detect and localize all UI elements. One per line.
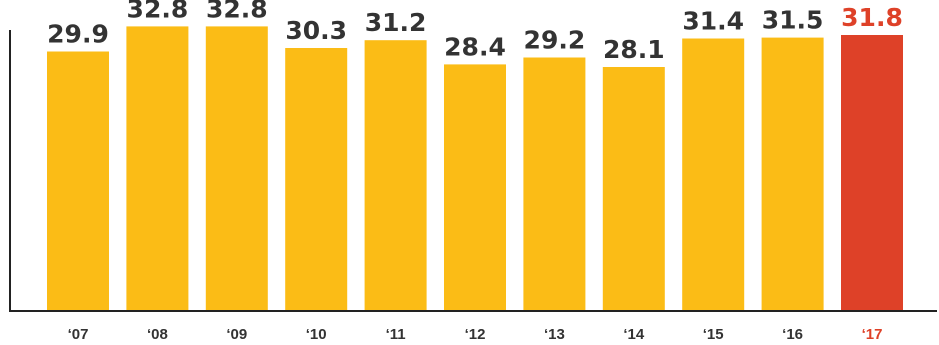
value-label-2: 32.8	[206, 0, 268, 23]
x-tick-label-2: ‘09	[226, 326, 247, 343]
x-tick-label-10: ‘17	[862, 326, 883, 343]
value-label-7: 28.1	[603, 35, 665, 64]
x-tick-label-7: ‘14	[623, 326, 645, 343]
value-labels-group: 29.9 32.8 32.8 30.3 31.2 28.4 29.2 28.1 31.4 31.5…	[47, 0, 903, 64]
x-tick-label-0: ‘07	[68, 326, 89, 343]
bar-5	[444, 64, 506, 311]
x-tick-label-8: ‘15	[703, 326, 724, 343]
value-label-0: 29.9	[47, 20, 109, 49]
bar-0	[47, 51, 109, 310]
bar-3	[285, 48, 348, 310]
value-label-3: 30.3	[285, 16, 347, 45]
x-tick-labels-group: ‘07 ‘08 ‘09 ‘10 ‘11 ‘12 ‘13 ‘14 ‘15 ‘16 ‘17	[68, 326, 883, 343]
value-label-6: 29.2	[524, 26, 586, 55]
bar-6	[523, 57, 586, 310]
value-label-9: 31.5	[762, 6, 824, 35]
bar-10	[841, 35, 903, 310]
x-tick-label-1: ‘08	[147, 326, 168, 343]
value-label-5: 28.4	[444, 32, 506, 61]
bar-7	[602, 67, 665, 310]
bar-2	[205, 26, 268, 311]
x-tick-label-4: ‘11	[386, 326, 406, 343]
bar-8	[682, 38, 745, 310]
value-label-1: 32.8	[127, 0, 189, 23]
bar-1	[126, 26, 189, 311]
bars-group	[47, 26, 903, 311]
bar-9	[761, 37, 824, 310]
x-tick-label-6: ‘13	[544, 326, 565, 343]
x-tick-label-5: ‘12	[465, 326, 486, 343]
x-tick-label-3: ‘10	[306, 326, 327, 343]
value-label-8: 31.4	[682, 7, 744, 36]
value-label-10: 31.8	[841, 3, 903, 32]
bar-4	[364, 40, 427, 310]
x-tick-label-9: ‘16	[782, 326, 803, 343]
value-label-4: 31.2	[365, 8, 427, 37]
